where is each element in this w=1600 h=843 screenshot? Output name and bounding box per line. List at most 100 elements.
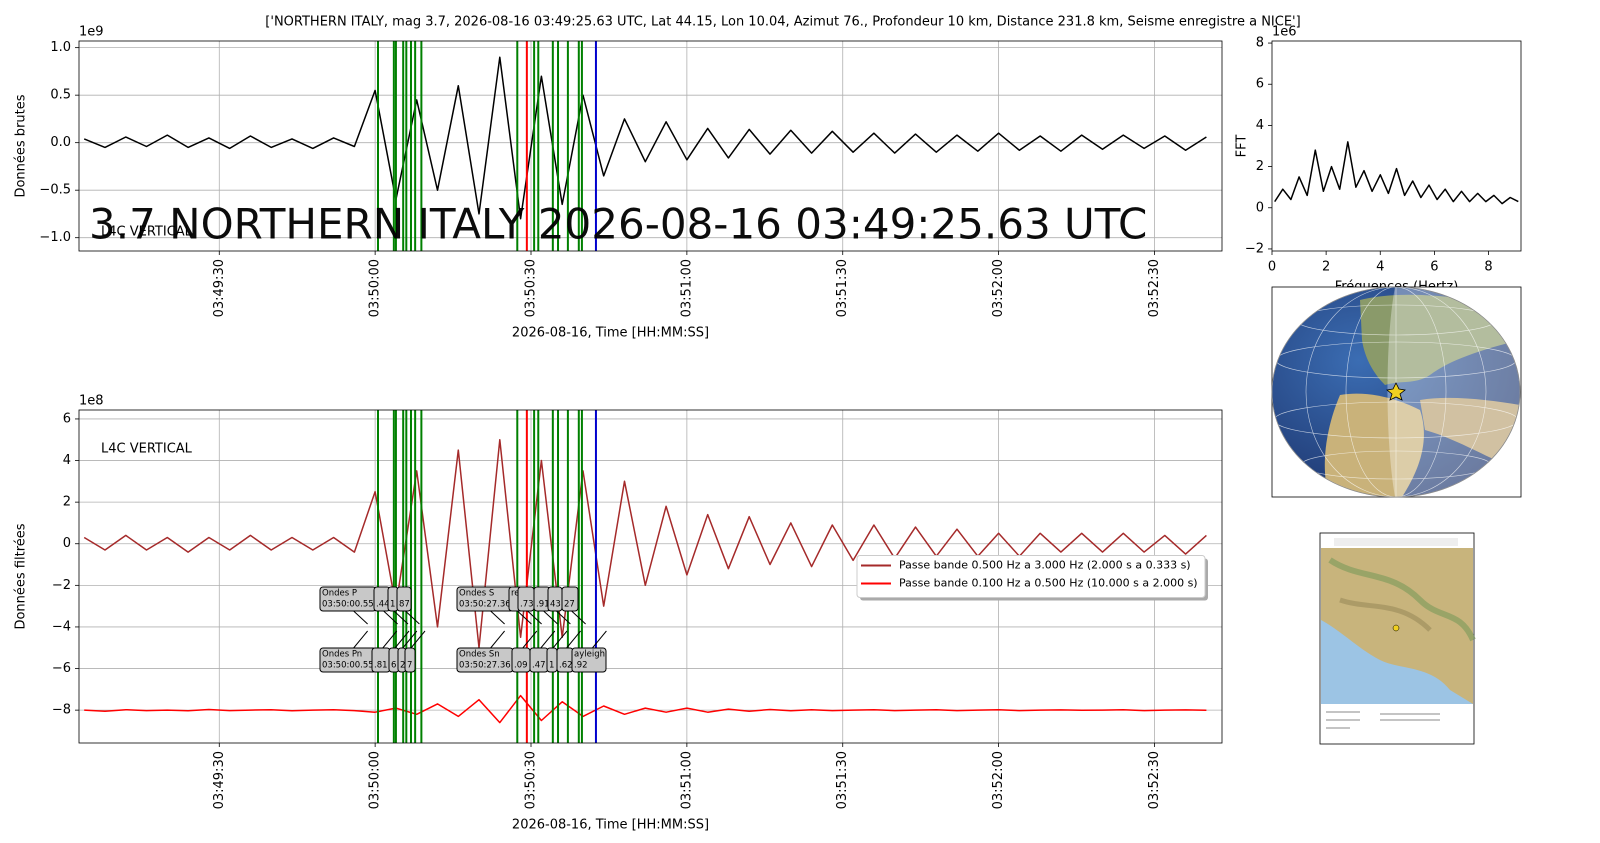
regional-map (1319, 532, 1476, 745)
y-axis-label: FFT (1235, 135, 1250, 158)
annotation-arrow (402, 630, 418, 649)
y-tick-label: 0 (1256, 200, 1264, 215)
x-tick-label: 6 (1430, 260, 1438, 275)
annotation-text: .47 (532, 661, 546, 671)
x-tick-label: 03:51:00 (679, 259, 694, 317)
y-tick-label: 0.5 (50, 88, 71, 103)
annotation-text: .81 (374, 661, 388, 671)
annotation-arrow (490, 610, 505, 625)
series-line (84, 694, 1207, 724)
y-tick-label: 2 (63, 495, 71, 510)
annotation-text: 03:50:27.36 (459, 661, 511, 671)
x-tick-label: 03:49:30 (212, 751, 227, 809)
epicenter-star (1386, 382, 1406, 401)
y-offset: 1e9 (79, 25, 104, 40)
annotation-text: .09 (514, 661, 528, 671)
y-tick-label: 6 (63, 411, 71, 426)
x-tick-label: 4 (1376, 260, 1384, 275)
y-tick-label: 8 (1256, 36, 1264, 51)
x-tick-label: 03:51:00 (679, 751, 694, 809)
annotation-box (404, 647, 416, 673)
annotation-arrow (382, 630, 398, 649)
y-tick-label: 6 (1256, 77, 1264, 92)
annotation-arrow (527, 610, 542, 625)
y-axis-label: Données brutes (14, 94, 29, 197)
annotation-arrow (517, 610, 532, 625)
annotation-text: re (511, 589, 520, 599)
annotation-text: .91 (536, 600, 550, 610)
y-tick-label: −8 (52, 703, 71, 718)
y-offset: 1e8 (79, 394, 104, 409)
annotation-text: Ondes S (459, 589, 494, 599)
annotation-arrow (490, 630, 505, 649)
annotation-arrow (592, 630, 607, 649)
y-tick-label: 4 (63, 453, 71, 468)
y-offset: 1e6 (1272, 25, 1297, 40)
x-tick-label: 03:50:00 (368, 751, 383, 809)
annotation-text: .62 (559, 661, 573, 671)
y-tick-label: −4 (52, 619, 71, 634)
x-tick-label: 0 (1268, 260, 1276, 275)
annotation-text: 43 (550, 600, 561, 610)
maps (1271, 286, 1522, 745)
y-tick-label: −1.0 (39, 230, 71, 245)
annotation-text: Ondes Sn (459, 650, 500, 660)
annotation-arrow (353, 630, 368, 649)
x-tick-label: 03:50:30 (524, 259, 539, 317)
y-tick-label: 0 (63, 536, 71, 551)
y-tick-label: 4 (1256, 118, 1264, 133)
x-tick-label: 8 (1484, 260, 1492, 275)
annotation-text: 1 (390, 600, 395, 610)
annotation-text: Ondes P (322, 589, 357, 599)
x-tick-label: 03:52:00 (991, 751, 1006, 809)
legend-label: Passe bande 0.500 Hz a 3.000 Hz (2.000 s… (899, 559, 1191, 572)
annotation-text: 27 (564, 600, 575, 610)
annotation-arrow (405, 610, 420, 625)
y-tick-label: 0.0 (50, 135, 71, 150)
annotation-arrow (522, 630, 538, 649)
x-tick-label: 03:52:30 (1147, 751, 1162, 809)
y-tick-label: −2 (1245, 241, 1264, 256)
annotation-text: 03:50:00.55 (322, 661, 374, 671)
x-tick-label: 03:50:30 (524, 751, 539, 809)
annotation-text: 03:50:00.55 (322, 600, 374, 610)
y-tick-label: 1.0 (50, 40, 71, 55)
y-tick-label: −0.5 (39, 183, 71, 198)
y-tick-label: −6 (52, 661, 71, 676)
station-label: L4C VERTICAL (101, 225, 193, 240)
annotation-arrow (353, 610, 368, 625)
annotation-arrow (393, 610, 409, 625)
x-tick-label: 03:51:30 (835, 259, 850, 317)
annotation-text: .92 (574, 661, 588, 671)
x-tick-label: 03:51:30 (835, 751, 850, 809)
annotation-text: 7 (407, 661, 412, 671)
series-line (1274, 141, 1519, 205)
legend (856, 555, 1206, 598)
annotation-text: 6 (391, 661, 396, 671)
annotation-arrow (543, 610, 558, 625)
x-tick-label: 03:52:30 (1147, 259, 1162, 317)
series-line (83, 56, 1207, 220)
annotation-arrow (410, 630, 426, 649)
annotation-arrow (540, 630, 556, 649)
x-axis-label: 2026-08-16, Time [HH:MM:SS] (512, 326, 709, 341)
y-tick-label: 2 (1256, 159, 1264, 174)
plot-frame (78, 409, 1223, 744)
y-axis-label: Données filtrées (14, 523, 29, 629)
y-tick-label: −2 (52, 578, 71, 593)
watermark: 3.7 NORTHERN ITALY 2026-08-16 03:49:25.6… (89, 200, 1147, 249)
annotation-arrow (571, 610, 586, 625)
x-tick-label: 03:50:00 (368, 259, 383, 317)
plot-frame (1271, 40, 1522, 252)
legend-label: Passe bande 0.100 Hz a 0.500 Hz (10.000 … (899, 577, 1198, 590)
annotation-arrow (552, 630, 568, 649)
annotation-text: 03:50:27.36 (459, 600, 511, 610)
annotation-arrow (383, 610, 398, 625)
annotation-text: ayleigh (574, 650, 605, 660)
plot-area (1272, 41, 1521, 251)
annotation-arrow (566, 630, 581, 649)
x-axis-label: 2026-08-16, Time [HH:MM:SS] (512, 818, 709, 833)
annotation-text: 87 (399, 600, 410, 610)
